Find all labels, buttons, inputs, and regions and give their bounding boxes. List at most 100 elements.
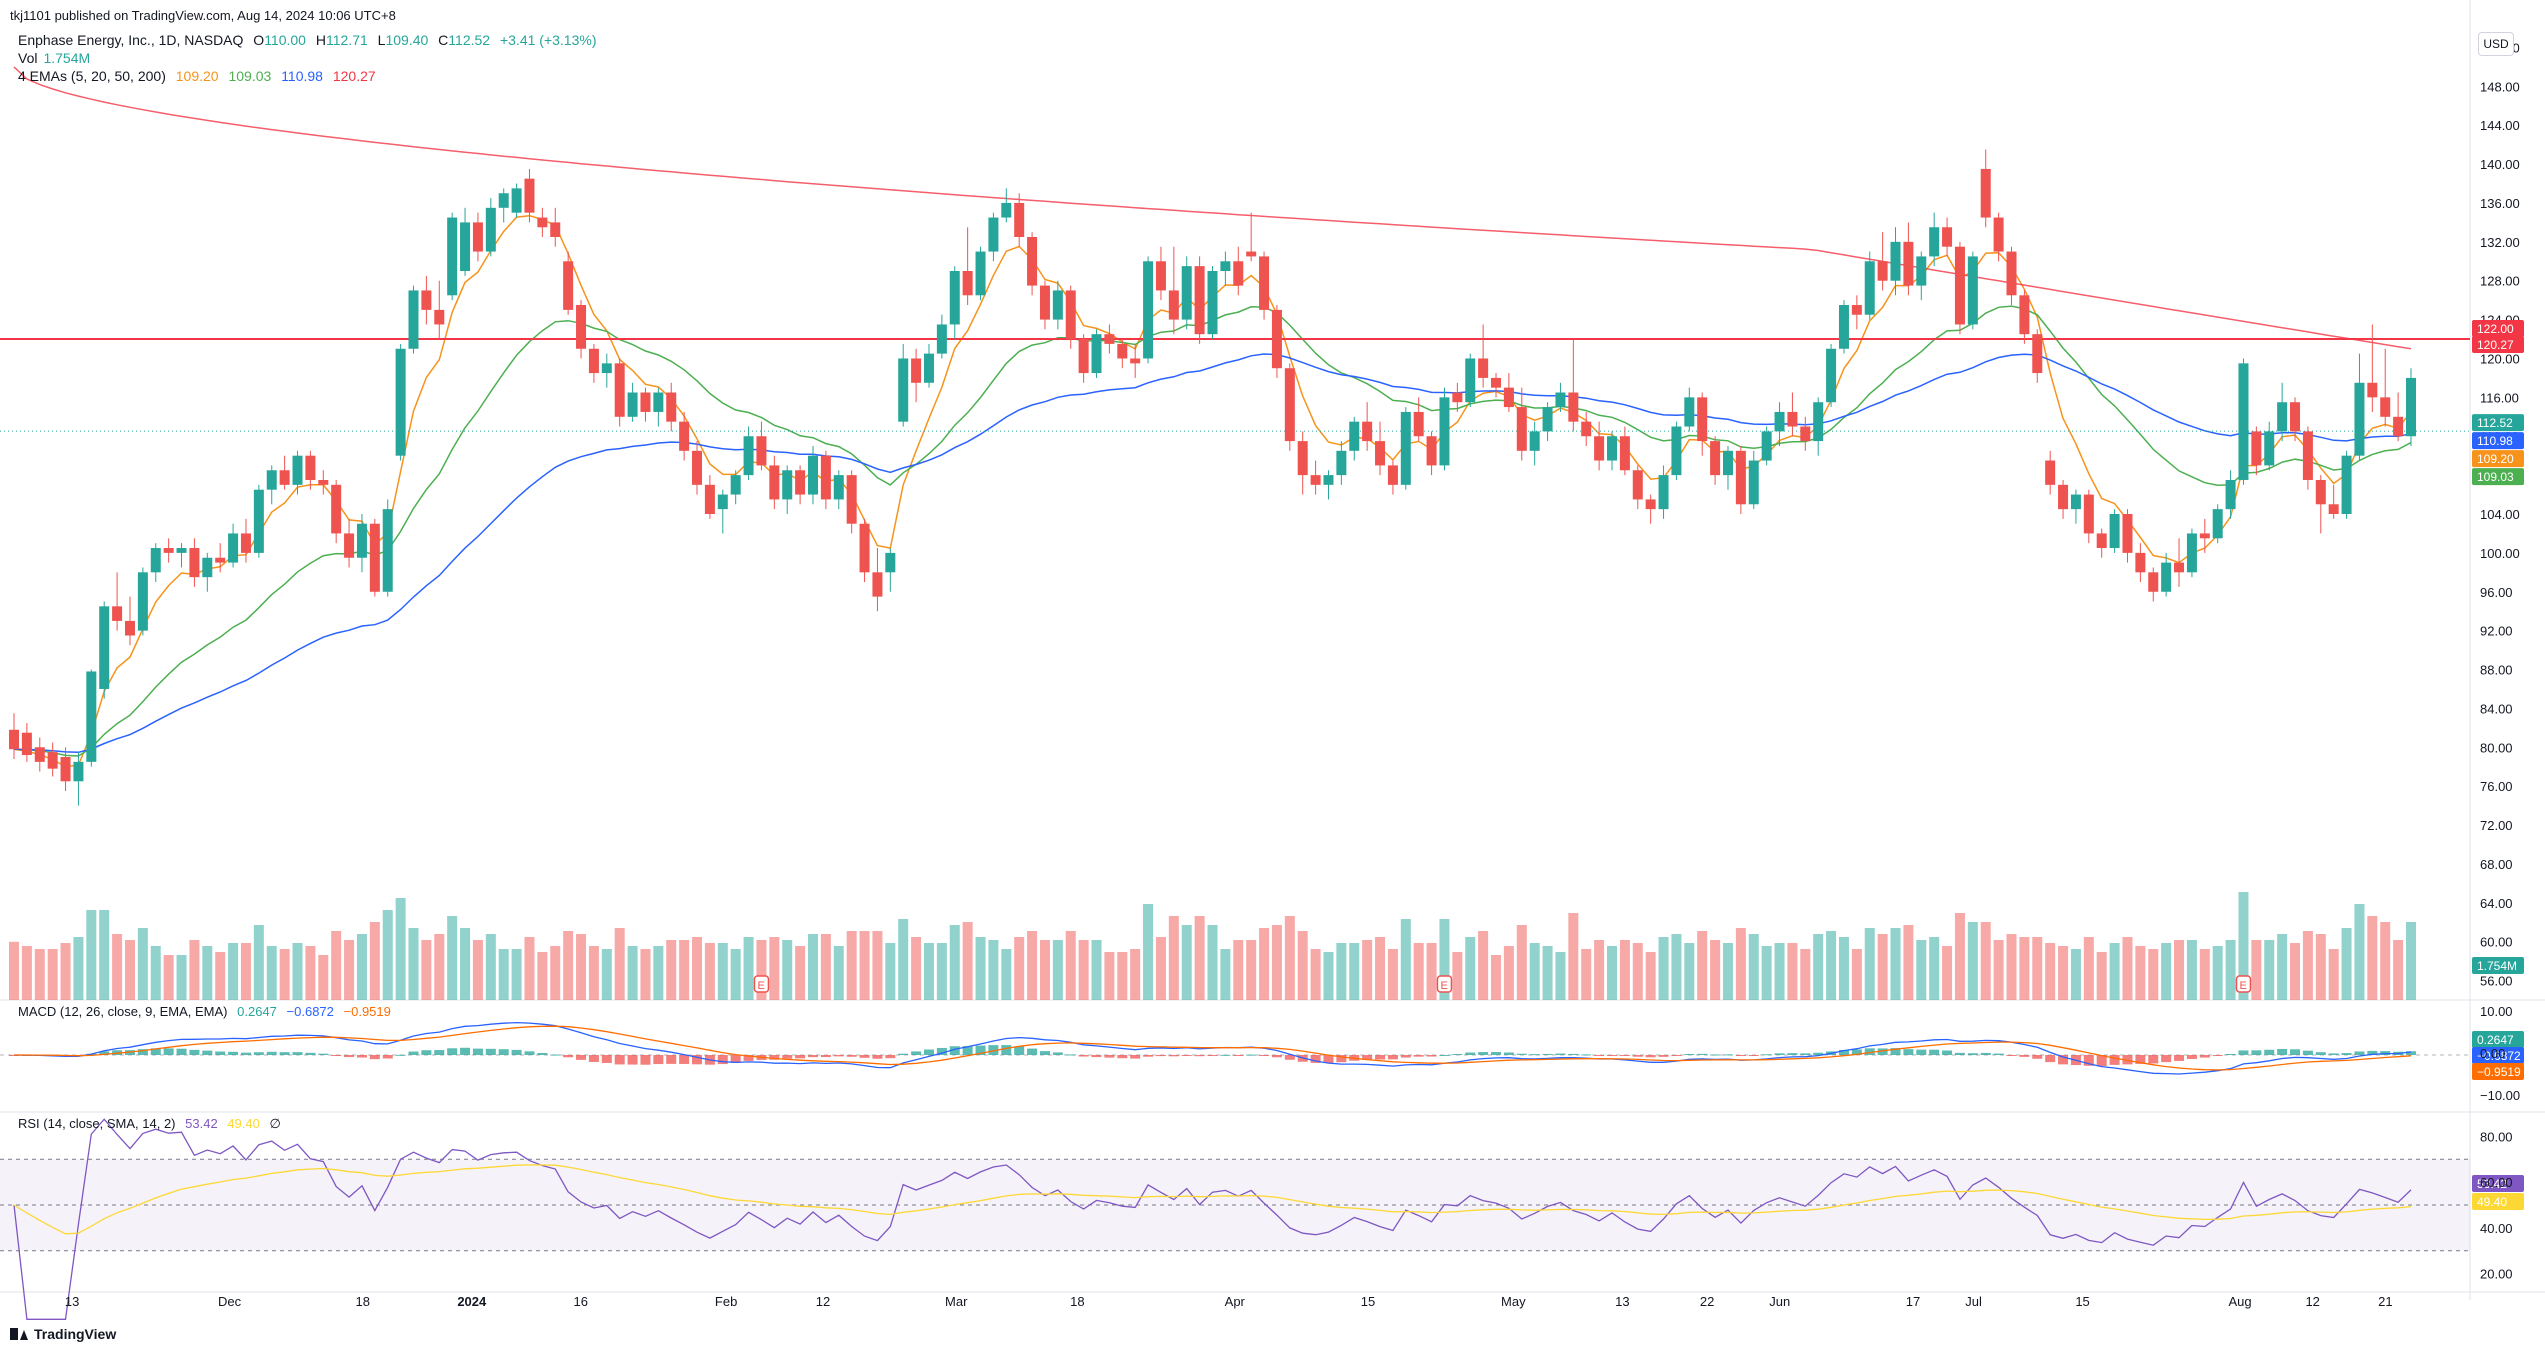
volume-bar	[550, 946, 561, 1000]
volume-bar	[833, 946, 844, 1000]
time-tick-label: 18	[356, 1294, 370, 1309]
volume-bar	[1826, 931, 1837, 1000]
candle	[833, 470, 844, 510]
macd-histogram-bar	[1516, 1053, 1527, 1055]
volume-bar	[2290, 943, 2301, 1000]
candle-body	[1813, 402, 1824, 442]
volume-bar	[240, 943, 251, 1000]
candle-body	[369, 523, 380, 592]
macd-histogram-bar	[318, 1053, 329, 1055]
time-tick-label: Mar	[945, 1294, 968, 1309]
macd-histogram-bar	[1207, 1055, 1218, 1056]
candle	[1426, 431, 1437, 476]
candle-body	[550, 222, 561, 237]
candle-body	[356, 523, 367, 558]
candle-body	[2058, 484, 2069, 510]
candle-body	[2341, 455, 2352, 514]
candle-body	[150, 548, 161, 573]
candle	[1748, 450, 1759, 510]
volume-bar	[1168, 916, 1179, 1000]
candle-body	[1710, 441, 1721, 476]
candle	[202, 552, 213, 592]
candle	[1259, 251, 1270, 320]
time-tick-label: 2024	[457, 1294, 487, 1309]
candle-body	[2277, 402, 2288, 432]
volume-bar	[60, 943, 71, 1000]
candle-body	[1800, 426, 1811, 442]
candle	[1568, 339, 1579, 432]
candle-body	[820, 455, 831, 500]
volume-bar	[666, 940, 677, 1000]
volume-bar	[872, 931, 883, 1000]
candle-body	[434, 309, 445, 325]
macd-histogram-bar	[1362, 1055, 1373, 1060]
price-label-text: 1.754M	[2477, 959, 2517, 973]
macd-histogram-bar	[2161, 1055, 2172, 1063]
volume-bar	[2315, 934, 2326, 1000]
macd-histogram-bar	[1246, 1054, 1257, 1056]
macd-histogram-bar	[666, 1055, 677, 1064]
volume-bar	[2212, 946, 2223, 1000]
tradingview-footer: TradingView	[10, 1326, 116, 1342]
candle	[1710, 436, 1721, 485]
volume-bar	[808, 934, 818, 1000]
candle-body	[2367, 382, 2378, 398]
symbol-legend: Enphase Energy, Inc., 1D, NASDAQ O110.00…	[18, 32, 602, 48]
volume-bar	[1619, 940, 1630, 1000]
price-label-badge	[2472, 1193, 2524, 1210]
time-tick-label: 18	[1070, 1294, 1084, 1309]
candle	[550, 207, 561, 247]
candle	[511, 183, 522, 218]
volume-bar	[2367, 916, 2378, 1000]
candle-body	[1890, 241, 1901, 281]
candle	[1065, 285, 1076, 349]
time-tick-label: 15	[2075, 1294, 2089, 1309]
volume-bar	[447, 916, 458, 1000]
candle-body	[447, 217, 458, 296]
macd-histogram-bar	[1710, 1054, 1721, 1056]
volume-bar	[1684, 943, 1695, 1000]
volume-bar	[898, 919, 909, 1000]
candle	[1233, 246, 1244, 296]
candle-body	[1503, 387, 1514, 408]
ema50-value: 110.98	[281, 68, 323, 84]
macd-histogram-bar	[1619, 1055, 1630, 1056]
candle	[1761, 426, 1772, 466]
macd-histogram-bar	[1039, 1051, 1050, 1055]
candle-body	[292, 455, 303, 485]
candle-body	[756, 436, 767, 466]
volume-bar	[1091, 940, 1102, 1000]
volume-bar	[2251, 940, 2262, 1000]
volume-bar	[2238, 892, 2249, 1000]
candle-body	[1619, 436, 1630, 471]
candle	[962, 227, 973, 306]
candle	[356, 514, 367, 573]
candle-body	[1104, 334, 1115, 344]
volume-bar	[820, 934, 831, 1000]
time-tick-label: May	[1501, 1294, 1526, 1309]
macd-histogram-bar	[2148, 1055, 2159, 1064]
macd-value: −0.6872	[286, 1004, 334, 1019]
candle-body	[189, 548, 200, 578]
candle	[756, 421, 767, 471]
macd-hist-value: 0.2647	[237, 1004, 277, 1019]
volume-bar	[730, 949, 741, 1000]
candle	[1271, 305, 1282, 378]
candle-body	[1594, 436, 1605, 461]
candle	[1632, 465, 1643, 510]
volume-bar	[885, 943, 896, 1000]
volume-bar	[1697, 931, 1708, 1000]
candle	[9, 713, 19, 759]
candle	[2109, 509, 2120, 553]
time-tick-label: Apr	[1225, 1294, 1246, 1309]
candle	[60, 747, 71, 792]
candle-body	[1065, 290, 1076, 340]
candle	[2058, 479, 2069, 519]
volume-bar	[2277, 934, 2288, 1000]
volume-bar	[975, 937, 986, 1000]
volume-bar	[911, 937, 922, 1000]
candle-body	[137, 572, 148, 631]
candle-body	[872, 572, 883, 597]
currency-button[interactable]: USD	[2478, 32, 2514, 56]
